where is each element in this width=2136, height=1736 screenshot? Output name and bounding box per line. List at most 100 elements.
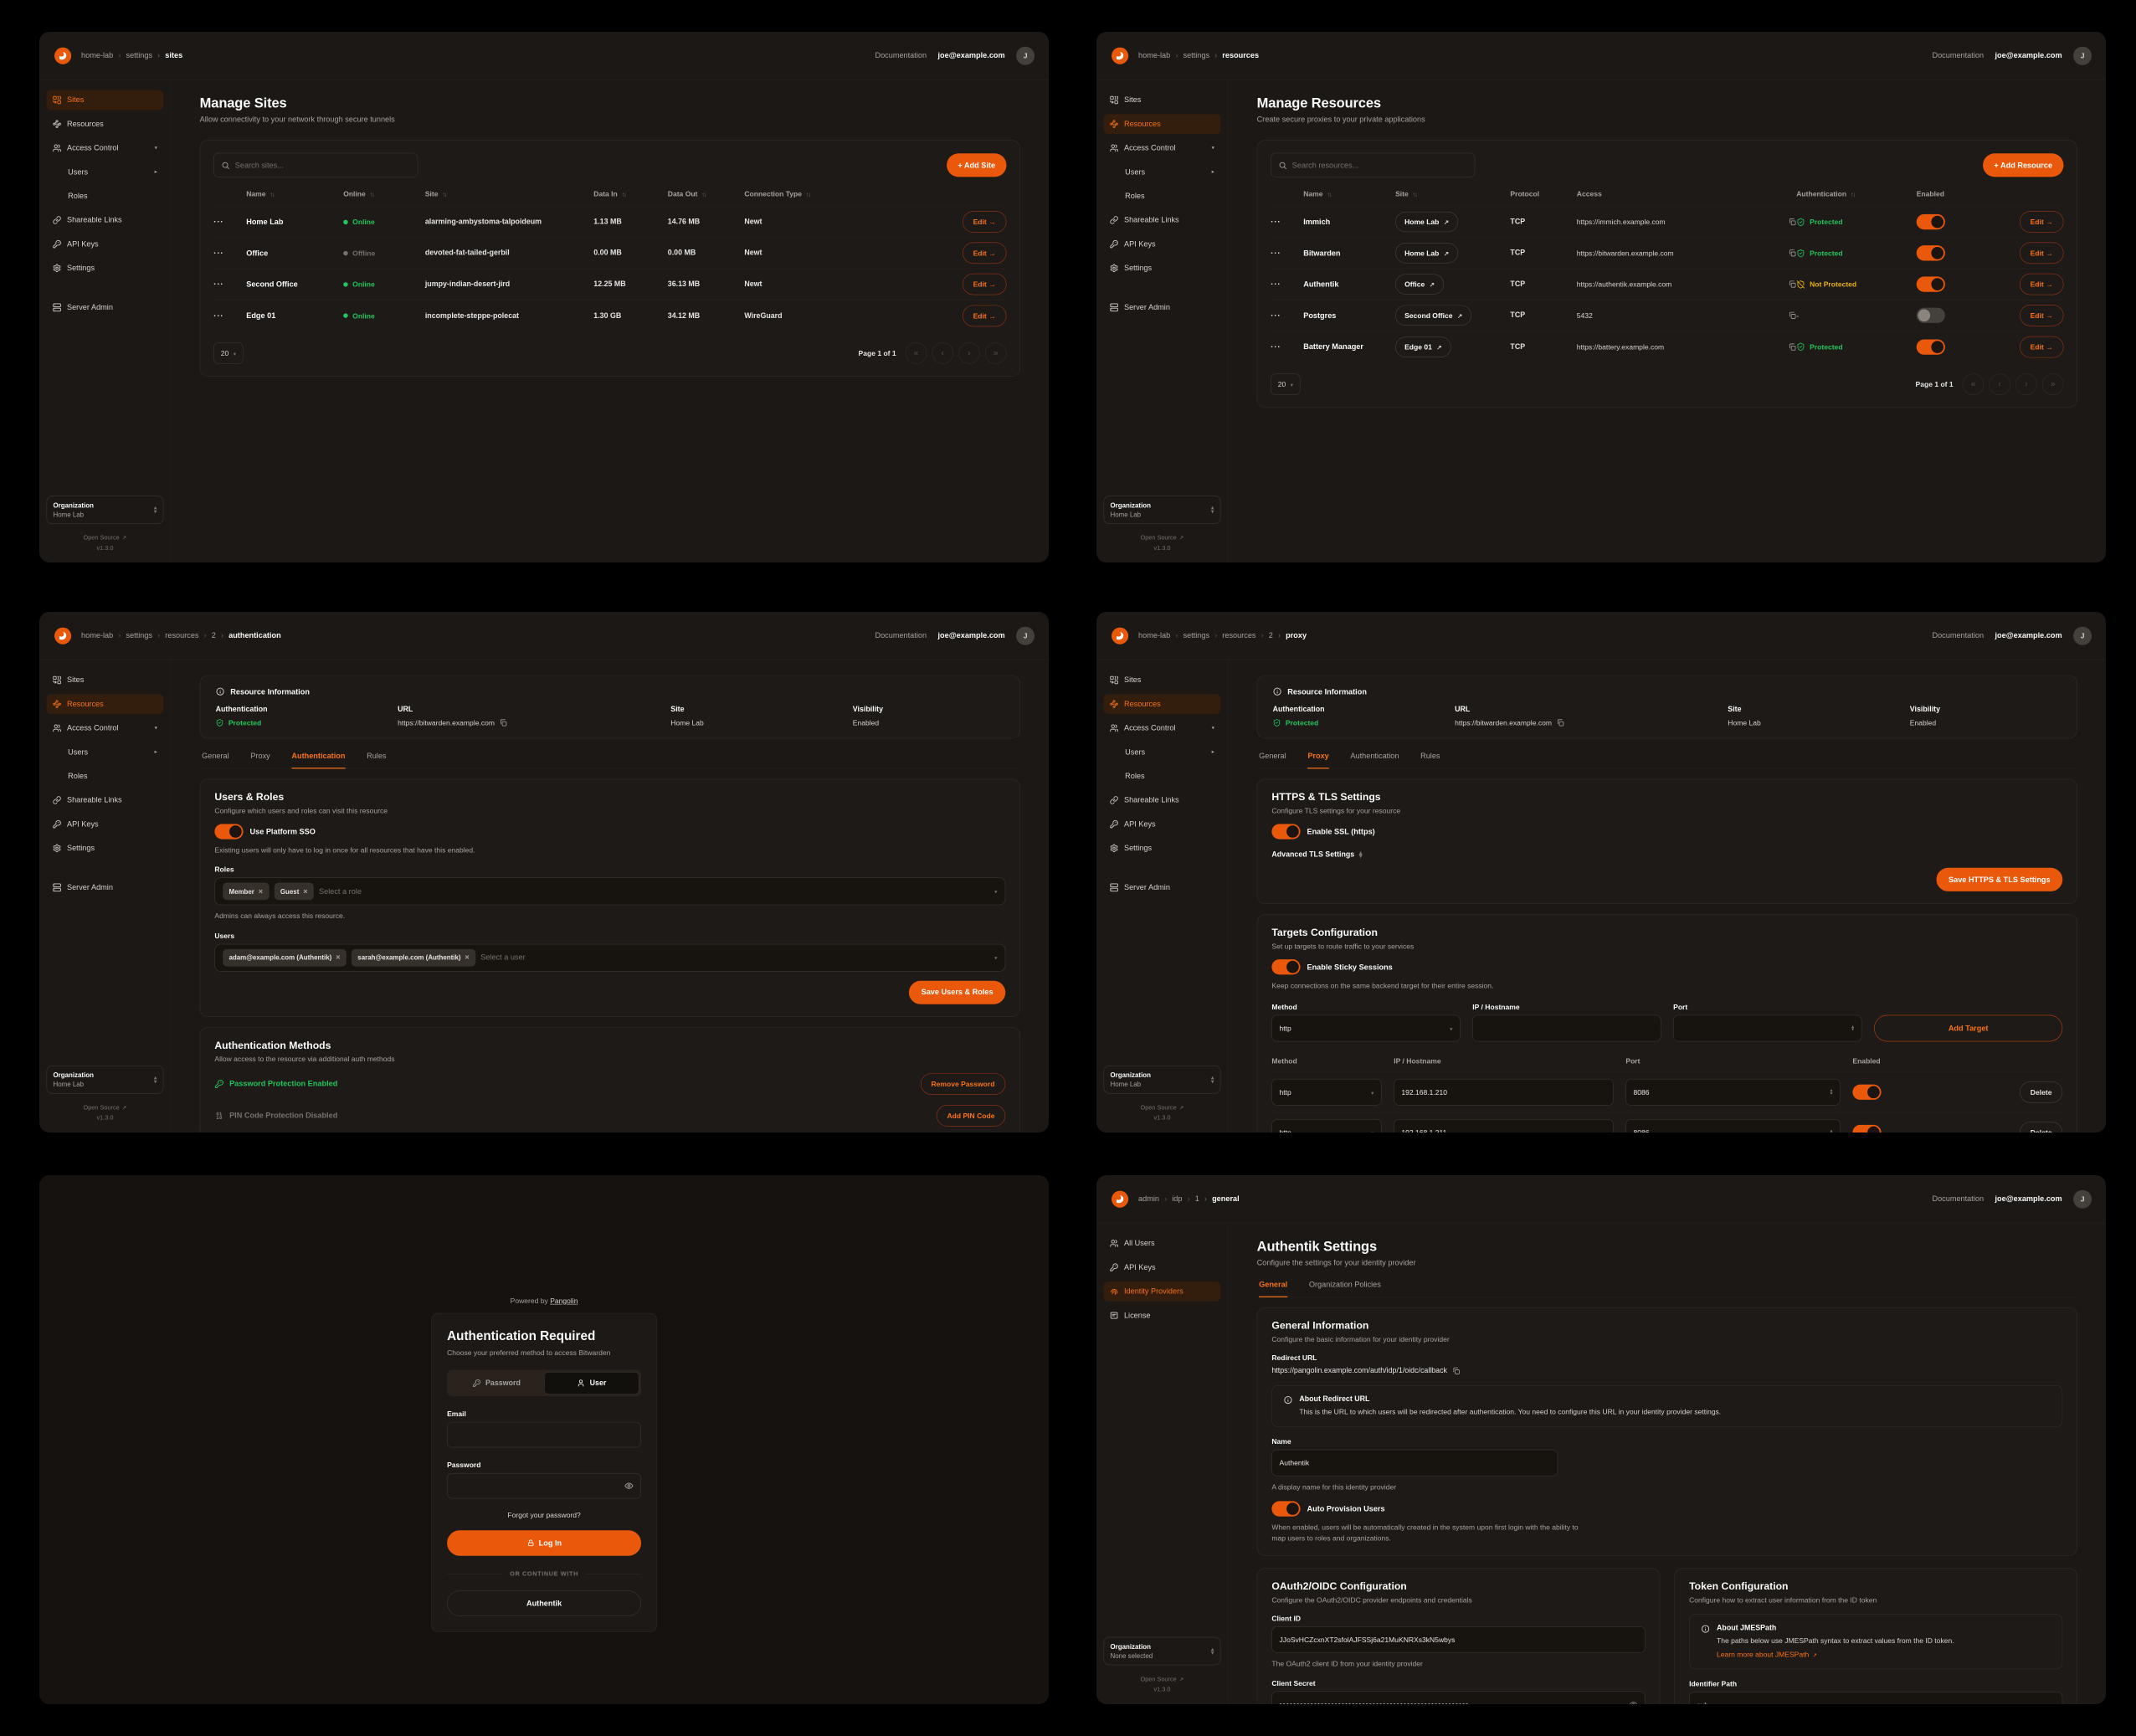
- add-site-button[interactable]: + Add Site: [946, 153, 1007, 177]
- row-menu-icon[interactable]: [1271, 342, 1303, 352]
- user-email[interactable]: joe@example.com: [937, 51, 1005, 60]
- user-method-tab[interactable]: User: [544, 1372, 639, 1394]
- breadcrumb-item[interactable]: resources: [1214, 631, 1255, 639]
- column-header-online[interactable]: Online: [343, 182, 425, 206]
- auto-provision-toggle[interactable]: [1271, 1501, 1301, 1517]
- sticky-sessions-toggle[interactable]: [1271, 959, 1301, 975]
- breadcrumb-item[interactable]: 2: [1261, 631, 1273, 639]
- stepper-icon[interactable]: [1851, 1025, 1854, 1031]
- remove-chip-icon[interactable]: [303, 887, 307, 896]
- remove-chip-icon[interactable]: [336, 953, 340, 962]
- column-header-site[interactable]: Site: [425, 182, 593, 206]
- column-header-connection-type[interactable]: Connection Type: [744, 182, 851, 206]
- last-page-button[interactable]: [2041, 373, 2064, 395]
- row-menu-icon[interactable]: [213, 311, 246, 321]
- sidebar-item[interactable]: Sites: [1104, 90, 1221, 110]
- column-header-protocol[interactable]: Protocol: [1510, 189, 1540, 198]
- sidebar-item[interactable]: Server Admin: [1104, 297, 1221, 317]
- client-id-input[interactable]: JJoSvHCZcxnXT2sfolAJFSSj6a21MuKNRXs3kN5w…: [1271, 1626, 1646, 1653]
- breadcrumb-item[interactable]: home-lab: [81, 631, 114, 640]
- first-page-button[interactable]: [1962, 373, 1985, 395]
- search-input[interactable]: Search sites...: [213, 152, 418, 177]
- user-email[interactable]: joe@example.com: [1995, 51, 2062, 60]
- breadcrumb-item[interactable]: authentication: [221, 631, 281, 639]
- breadcrumb-item[interactable]: resources: [1214, 51, 1259, 59]
- edit-button[interactable]: Edit →: [962, 242, 1007, 265]
- row-menu-icon[interactable]: [213, 217, 246, 227]
- platform-sso-toggle[interactable]: [214, 824, 244, 840]
- org-selector[interactable]: Organization Home Lab: [46, 496, 164, 524]
- hostname-input[interactable]: [1472, 1014, 1661, 1042]
- pangolin-link[interactable]: Pangolin: [550, 1297, 578, 1306]
- save-users-roles-button[interactable]: Save Users & Roles: [908, 980, 1006, 1004]
- breadcrumb-item[interactable]: settings: [118, 51, 152, 59]
- enabled-toggle[interactable]: [1916, 276, 1945, 292]
- sidebar-item[interactable]: API Keys: [1104, 814, 1221, 835]
- sidebar-item[interactable]: Settings: [1104, 838, 1221, 858]
- tab[interactable]: Proxy: [250, 752, 270, 761]
- avatar[interactable]: J: [1016, 46, 1035, 65]
- copy-icon[interactable]: [1452, 1367, 1461, 1375]
- column-header-data-in[interactable]: Data In: [593, 182, 668, 206]
- target-port-input[interactable]: 8086: [1625, 1079, 1841, 1106]
- target-enabled-toggle[interactable]: [1852, 1125, 1882, 1133]
- open-source-link[interactable]: Open Source: [84, 1104, 127, 1112]
- page-size-select[interactable]: 20: [213, 342, 244, 364]
- user-email[interactable]: joe@example.com: [1995, 631, 2062, 640]
- site-link[interactable]: Home Lab: [1395, 243, 1459, 264]
- documentation-link[interactable]: Documentation: [1932, 631, 1985, 640]
- tab[interactable]: Proxy: [1307, 752, 1329, 769]
- documentation-link[interactable]: Documentation: [875, 631, 927, 640]
- row-menu-icon[interactable]: [213, 279, 246, 289]
- tab[interactable]: Rules: [1420, 752, 1440, 761]
- tab[interactable]: Rules: [367, 752, 387, 761]
- remove-password-button[interactable]: Remove Password: [920, 1072, 1006, 1095]
- sidebar-item[interactable]: Users: [47, 162, 164, 182]
- copy-icon[interactable]: [1556, 719, 1564, 727]
- target-method-select[interactable]: http: [1271, 1079, 1382, 1106]
- edit-button[interactable]: Edit →: [2019, 336, 2064, 358]
- site-link[interactable]: Edge 01: [1395, 336, 1451, 357]
- sidebar-item[interactable]: API Keys: [1104, 1257, 1221, 1277]
- authentik-sso-button[interactable]: Authentik: [447, 1590, 642, 1616]
- documentation-link[interactable]: Documentation: [1932, 1194, 1985, 1204]
- stepper-icon[interactable]: [1830, 1130, 1833, 1133]
- sidebar-item[interactable]: Roles: [47, 186, 164, 206]
- edit-button[interactable]: Edit →: [962, 305, 1007, 326]
- sidebar-item[interactable]: Shareable Links: [1104, 210, 1221, 230]
- advanced-tls-settings-toggle[interactable]: Advanced TLS Settings: [1271, 850, 2062, 859]
- breadcrumb-item[interactable]: sites: [157, 51, 182, 59]
- breadcrumb-item[interactable]: settings: [1175, 631, 1209, 639]
- breadcrumb-item[interactable]: home-lab: [1138, 51, 1171, 60]
- site-link[interactable]: Home Lab: [1395, 211, 1459, 233]
- edit-button[interactable]: Edit →: [962, 211, 1007, 233]
- row-menu-icon[interactable]: [1271, 248, 1303, 258]
- enabled-toggle[interactable]: [1916, 307, 1945, 323]
- sidebar-item[interactable]: Roles: [1104, 766, 1221, 786]
- sidebar-item[interactable]: Shareable Links: [1104, 790, 1221, 810]
- sidebar-item[interactable]: Access Control: [1104, 138, 1221, 158]
- open-source-link[interactable]: Open Source: [1141, 534, 1184, 542]
- column-header-data-out[interactable]: Data Out: [668, 182, 745, 206]
- remove-chip-icon[interactable]: [465, 953, 469, 962]
- breadcrumb-item[interactable]: home-lab: [81, 51, 114, 60]
- org-selector[interactable]: Organization None selected: [1103, 1636, 1221, 1666]
- target-port-input[interactable]: 8086: [1625, 1119, 1841, 1133]
- sidebar-item[interactable]: Access Control: [47, 138, 164, 158]
- avatar[interactable]: J: [2073, 1189, 2092, 1209]
- sidebar-item[interactable]: Resources: [1103, 694, 1221, 715]
- sidebar-item[interactable]: API Keys: [1104, 234, 1221, 254]
- method-select[interactable]: http: [1271, 1014, 1461, 1042]
- sidebar-item[interactable]: All Users: [1104, 1234, 1221, 1254]
- prev-page-button[interactable]: [1989, 373, 2011, 395]
- breadcrumb-item[interactable]: proxy: [1278, 631, 1307, 639]
- identifier-path-input[interactable]: sub: [1689, 1692, 2063, 1704]
- add-target-button[interactable]: Add Target: [1874, 1014, 2063, 1042]
- name-input[interactable]: Authentik: [1271, 1449, 1558, 1477]
- site-link[interactable]: Office: [1395, 274, 1444, 295]
- documentation-link[interactable]: Documentation: [1932, 51, 1985, 60]
- next-page-button[interactable]: [958, 342, 980, 364]
- sidebar-item[interactable]: API Keys: [47, 814, 164, 835]
- org-selector[interactable]: Organization Home Lab: [1103, 496, 1221, 524]
- column-header-name[interactable]: Name: [246, 182, 343, 206]
